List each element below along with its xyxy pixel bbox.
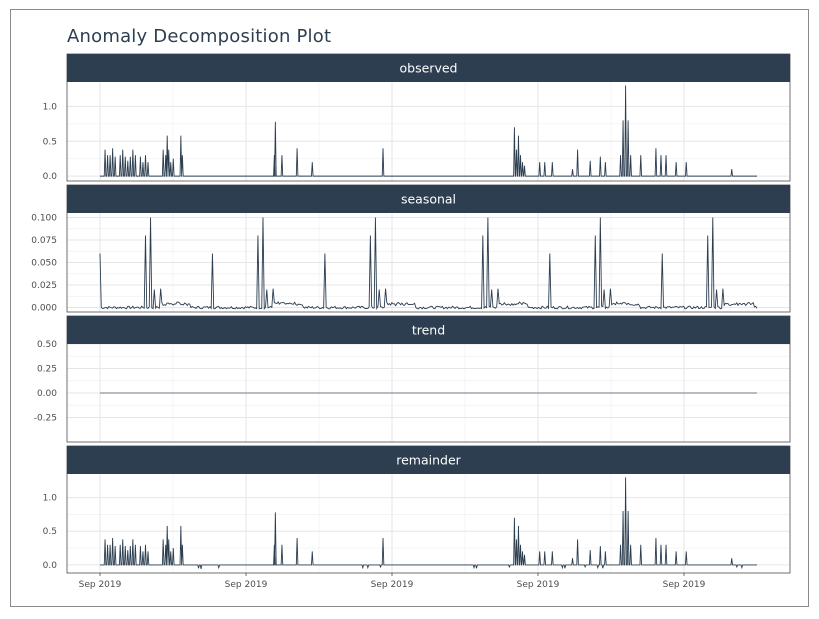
y-tick-label-remainder: 1.0 [43, 494, 58, 504]
strip-label-remainder: remainder [396, 453, 461, 468]
chart-title: Anomaly Decomposition Plot [67, 26, 332, 47]
y-tick-label-trend: -0.25 [34, 414, 57, 424]
y-tick-label-trend: 0.50 [37, 340, 57, 350]
x-tick-label: Sep 2019 [225, 580, 268, 590]
strip-remainder [67, 446, 790, 474]
y-tick-label-trend: 0.25 [37, 365, 57, 375]
strip-label-observed: observed [400, 61, 458, 76]
strip-label-seasonal: seasonal [401, 192, 456, 207]
y-tick-label-seasonal: 0.050 [31, 259, 57, 269]
series-line-seasonal [99, 217, 758, 311]
y-tick-label-seasonal: 0.000 [31, 304, 57, 314]
x-tick-label: Sep 2019 [79, 580, 122, 590]
y-tick-label-remainder: 0.0 [43, 561, 58, 571]
x-tick-label: Sep 2019 [663, 580, 706, 590]
series-line-remainder [100, 477, 757, 570]
y-tick-label-seasonal: 0.025 [31, 281, 57, 291]
y-tick-label-seasonal: 0.100 [31, 214, 57, 224]
y-tick-label-seasonal: 0.075 [31, 236, 57, 246]
strip-observed [67, 54, 790, 82]
x-tick-label: Sep 2019 [517, 580, 560, 590]
x-tick-label: Sep 2019 [371, 580, 414, 590]
strip-trend [67, 316, 790, 344]
y-tick-label-trend: 0.00 [37, 389, 57, 399]
strip-seasonal [67, 185, 790, 213]
y-tick-label-remainder: 0.5 [43, 527, 57, 537]
figure-frame [10, 9, 809, 607]
y-tick-label-observed: 0.0 [43, 172, 58, 182]
y-tick-label-observed: 0.5 [43, 137, 57, 147]
series-line-observed [100, 85, 757, 177]
y-tick-label-observed: 1.0 [43, 102, 58, 112]
strip-label-trend: trend [412, 323, 445, 338]
